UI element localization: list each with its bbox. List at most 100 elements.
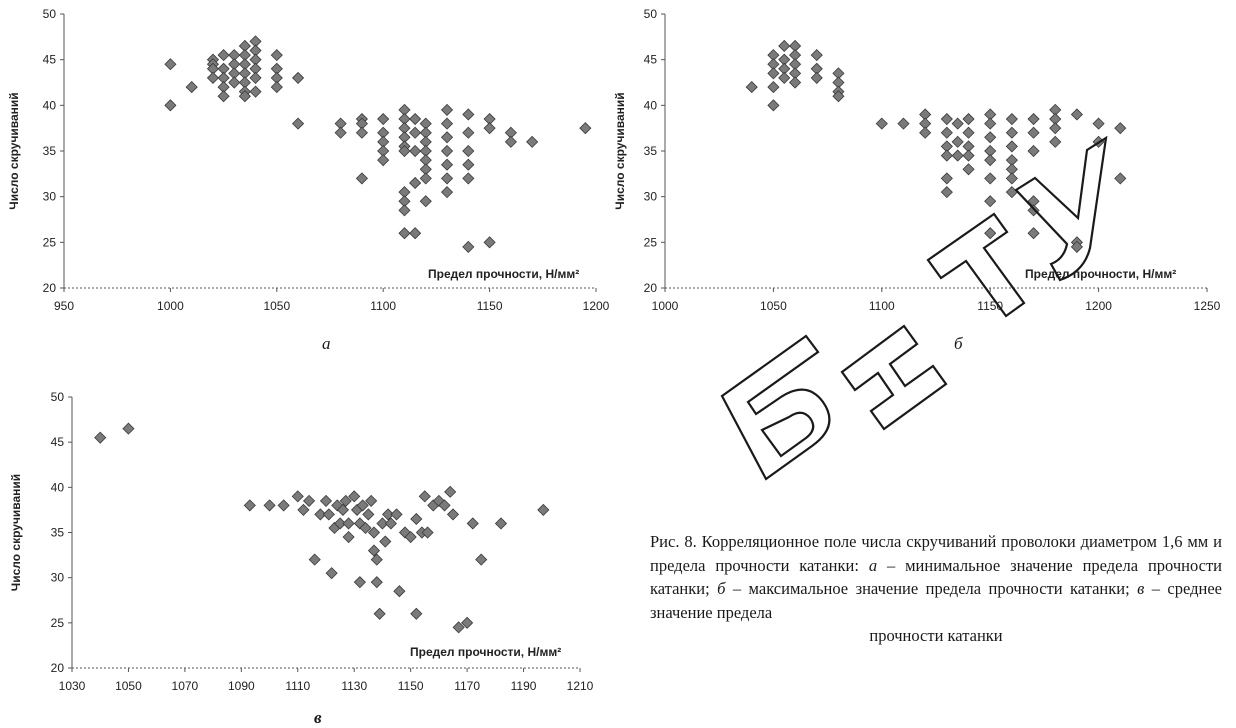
data-point [270,49,283,62]
data-point [440,131,454,144]
data-point [462,158,475,171]
data-point [494,517,508,530]
data-point [370,553,383,566]
data-point [778,71,791,84]
data-point [421,526,434,539]
data-point [1005,112,1018,126]
data-point [373,607,386,620]
data-point [409,112,422,126]
scatter-chart-a: 20 25 30 35 40 45 50 950 1000 1050 1100 1150 1200 Чис… [7,7,610,313]
data-point [984,195,997,208]
y-tick-label: 30 [644,190,658,204]
data-point [1114,172,1127,185]
data-points [745,39,1127,253]
data-point [418,490,431,503]
data-point [483,122,496,135]
data-point [370,576,383,589]
data-point [440,103,454,116]
y-tick-label: 20 [43,281,57,295]
data-point [462,126,475,139]
data-point [410,512,423,526]
x-tick-label: 1050 [760,299,787,313]
x-tick-label: 1250 [1194,299,1221,313]
data-point [789,76,802,89]
data-point [356,499,369,512]
data-point [238,90,251,103]
data-point [466,517,479,530]
data-point [940,172,953,185]
data-point [355,172,368,185]
scatter-chart-b: 20 25 30 35 40 45 50 1000 1050 1100 1150 1200 1250 Чи… [613,7,1221,313]
data-point [440,172,454,185]
data-point [185,81,198,94]
data-point [377,154,390,167]
y-tick-label: 50 [51,390,65,404]
data-point [504,135,517,148]
data-point [940,149,953,162]
data-point [984,131,997,144]
data-point [984,227,997,240]
data-point [1049,135,1062,148]
axes: 20 25 30 35 40 45 50 1000 1050 1100 1150 1200 1250 [644,7,1221,313]
x-tick-label: 1150 [398,679,424,693]
data-point [206,71,220,84]
data-point [962,163,975,176]
x-tick-label: 1150 [477,299,503,313]
data-point [355,126,368,139]
data-point [297,503,310,516]
data-point [334,517,347,530]
data-point [984,117,997,130]
data-point [778,39,791,53]
data-point [440,144,454,158]
data-point [263,499,276,512]
x-axis-label: Предел прочности, Н/мм² [428,267,579,281]
y-tick-label: 35 [644,144,658,158]
data-point [292,117,305,130]
x-axis-label: Предел прочности, Н/мм² [1025,267,1176,281]
data-point [376,517,389,530]
y-tick-label: 25 [43,235,57,249]
data-point [377,112,390,126]
caption-letter-c: в [1137,579,1145,598]
data-point [940,112,953,126]
data-point [1005,140,1018,153]
data-point [1027,126,1040,139]
data-point [462,172,475,185]
data-point [342,530,355,544]
data-point [440,158,454,171]
data-point [919,126,932,139]
data-point [348,490,361,503]
data-point [122,422,135,435]
y-axis-label: Число скручиваний [7,92,21,209]
data-point [390,508,403,521]
data-point [270,81,283,94]
y-tick-label: 30 [43,190,57,204]
data-point [249,85,262,98]
data-point [367,544,381,557]
data-point [440,117,454,130]
data-point [314,508,327,521]
x-tick-label: 1110 [285,679,310,693]
x-tick-label: 1090 [228,679,255,693]
y-tick-label: 40 [43,98,57,112]
data-point [951,135,964,148]
data-point [767,81,780,94]
data-points [94,422,550,634]
data-point [164,58,177,71]
data-point [1049,122,1062,135]
data-point [475,553,488,566]
y-tick-label: 35 [51,526,65,540]
caption-text-3: – максимальное значение предела прочност… [725,579,1138,598]
data-points [164,35,592,253]
data-point [243,499,256,512]
data-point [384,517,397,530]
y-tick-label: 50 [43,7,57,21]
x-tick-label: 1050 [263,299,290,313]
data-point [526,135,539,148]
data-point [440,186,454,199]
axes: 20 25 30 35 40 45 50 1030 1050 1070 1090 1110 1130 11… [51,390,594,693]
data-point [398,144,411,158]
x-tick-label: 1000 [157,299,184,313]
data-point [1027,227,1040,240]
data-point [951,149,964,162]
